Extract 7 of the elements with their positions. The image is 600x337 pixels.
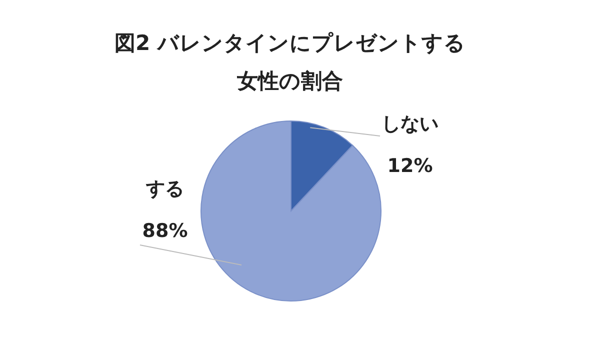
slice-label: する (145, 178, 184, 200)
data-label: 88% (142, 220, 188, 242)
pie-slice (200, 120, 382, 302)
data-label: 12% (387, 155, 433, 177)
chart-subtitle: 女性の割合 (236, 69, 343, 93)
slice-label: しない (382, 113, 438, 135)
chart-title: 図2 バレンタインにプレゼントする (114, 31, 466, 55)
